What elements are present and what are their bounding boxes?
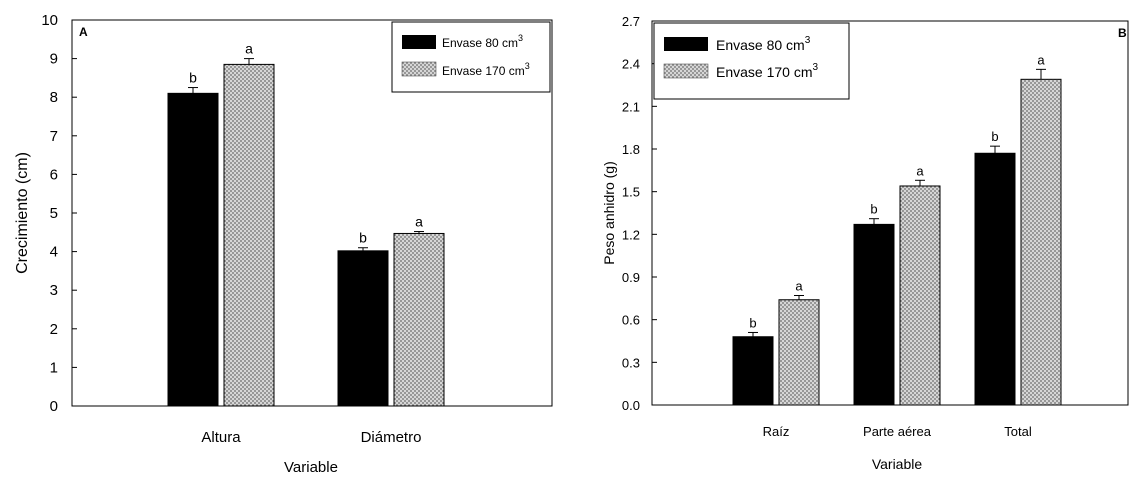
panel-label-b: B	[1118, 26, 1127, 40]
bar-envase-170-b	[1020, 78, 1062, 406]
significance-letter-envase-170-b: a	[795, 278, 803, 293]
x-tick-label-b: Raíz	[763, 424, 790, 439]
legend-entry-170-b: Envase 170 cm3	[716, 62, 819, 80]
y-tick-label-b: 1.8	[622, 142, 640, 157]
legend-frame-b	[653, 22, 850, 100]
significance-letter-envase-170-b: a	[916, 163, 924, 178]
y-tick-label-b: 1.5	[622, 185, 640, 200]
chart-panel-b: B 0.00.30.60.91.21.51.82.12.42.7 bababa …	[601, 14, 1129, 472]
x-axis-b: Raíz Parte aérea Total	[763, 424, 1032, 439]
x-axis-title-a: Variable	[284, 459, 338, 476]
bar-envase-170-b	[899, 185, 941, 406]
legend-entry-170-a: Envase 170 cm3	[442, 61, 530, 78]
legend-swatch-80-b	[664, 37, 708, 51]
legend-swatch-80-a	[402, 35, 436, 49]
x-axis-title-b: Variable	[872, 456, 923, 472]
y-axis-a: 0 1 2 3 4 5 6 7 8 9 10	[41, 12, 77, 415]
y-tick-label-a: 6	[50, 166, 58, 183]
significance-letter-envase-80-a: b	[359, 230, 367, 246]
bar-envase-80-b	[853, 223, 895, 406]
y-tick-label-b: 0.0	[622, 398, 640, 413]
significance-letter-envase-170-a: a	[415, 214, 423, 230]
bars-b: b a b a b a	[732, 52, 1062, 406]
y-axis-title-b: Peso anhidro (g)	[601, 161, 617, 265]
significance-letter-envase-170-b: a	[1037, 52, 1045, 67]
bar-envase-80-b	[732, 336, 774, 406]
legend-frame-a	[391, 21, 551, 93]
bar-envase-170-b	[778, 299, 820, 406]
y-tick-label-a: 1	[50, 359, 58, 376]
y-tick-label-b: 2.1	[622, 99, 640, 114]
y-axis-title-a: Crecimiento (cm)	[14, 152, 31, 274]
y-tick-label-b: 0.9	[622, 270, 640, 285]
y-tick-label-b: 1.2	[622, 227, 640, 242]
x-tick-label-b: Parte aérea	[863, 424, 932, 439]
bars-a: b a b a	[167, 41, 445, 407]
x-axis-a: Altura Diámetro	[201, 429, 421, 446]
y-tick-label-a: 5	[50, 205, 58, 222]
legend-swatch-170-b	[663, 63, 709, 79]
legend-swatch-170-a	[401, 61, 437, 77]
y-tick-label-b: 0.6	[622, 313, 640, 328]
y-tick-label-a: 7	[50, 128, 58, 145]
bar-envase-170-a	[393, 232, 445, 407]
bar-envase-80-a	[167, 92, 219, 407]
y-tick-label-a: 0	[50, 398, 58, 415]
y-tick-label-a: 3	[50, 282, 58, 299]
significance-letter-envase-170-a: a	[245, 41, 253, 57]
legend-b: Envase 80 cm3 Envase 170 cm3	[653, 22, 850, 100]
significance-letter-envase-80-a: b	[189, 70, 197, 86]
x-tick-label-a: Diámetro	[361, 429, 422, 446]
y-axis-b: 0.0 0.3 0.6 0.9 1.2 1.5 1.8 2.1 2.4 2.7	[622, 14, 657, 413]
y-tick-label-a: 2	[50, 321, 58, 338]
bar-envase-80-a	[337, 250, 389, 407]
legend-a: Envase 80 cm3 Envase 170 cm3	[391, 21, 551, 93]
significance-letter-envase-80-b: b	[749, 315, 756, 330]
legend-entry-80-a: Envase 80 cm3	[442, 33, 523, 50]
y-tick-label-a: 10	[41, 12, 58, 29]
x-tick-label-a: Altura	[201, 429, 241, 446]
y-tick-label-b: 0.3	[622, 355, 640, 370]
y-tick-label-a: 8	[50, 89, 58, 106]
y-tick-label-a: 4	[50, 244, 58, 261]
y-tick-label-a: 9	[50, 51, 58, 68]
panel-label-a: A	[79, 25, 88, 39]
significance-letter-envase-80-b: b	[870, 202, 877, 217]
significance-letter-envase-80-b: b	[991, 129, 998, 144]
y-tick-label-b: 2.7	[622, 14, 640, 29]
y-tick-label-b: 2.4	[622, 57, 640, 72]
bar-envase-80-b	[974, 152, 1016, 406]
chart-panel-a: A 0 1 2 3 4 5 6 7 8 9 10 b a b a Altura Diámetro Creci…	[14, 12, 553, 476]
legend-entry-80-b: Envase 80 cm3	[716, 35, 811, 53]
x-tick-label-b: Total	[1004, 424, 1032, 439]
bar-envase-170-a	[223, 63, 275, 407]
